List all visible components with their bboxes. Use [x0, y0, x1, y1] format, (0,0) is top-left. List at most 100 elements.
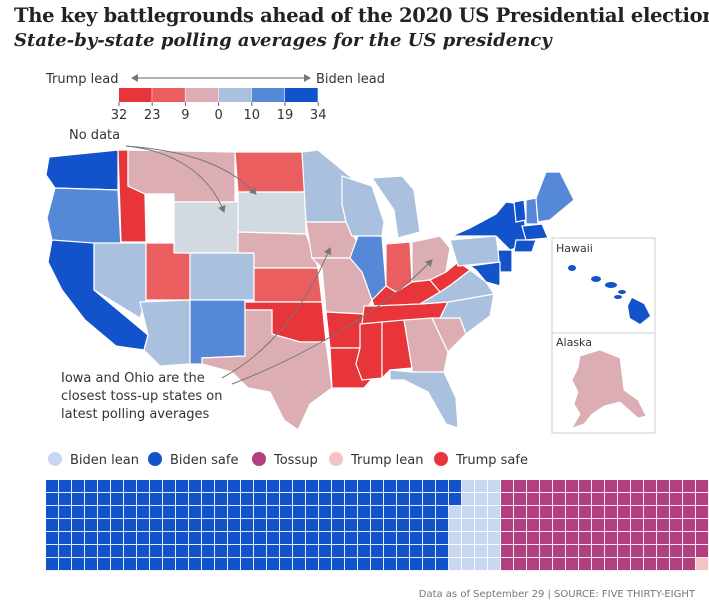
state-connecticut-ri[interactable]	[513, 239, 537, 253]
waffle-cell	[202, 545, 215, 558]
waffle-cell	[670, 545, 683, 558]
waffle-cell	[267, 519, 280, 532]
no-data-label: No data	[69, 128, 120, 143]
waffle-cell	[462, 493, 475, 506]
waffle-cell	[566, 545, 579, 558]
waffle-cell	[605, 493, 618, 506]
state-vermont[interactable]	[513, 199, 527, 223]
waffle-cell	[46, 558, 59, 571]
waffle-cell	[124, 519, 137, 532]
waffle-cell	[46, 545, 59, 558]
state-washington[interactable]	[45, 149, 119, 191]
state-michigan[interactable]	[370, 175, 421, 239]
waffle-cell	[345, 493, 358, 506]
waffle-cell	[579, 506, 592, 519]
waffle-cell	[618, 480, 631, 493]
waffle-cell	[85, 558, 98, 571]
state-hawaii[interactable]	[568, 265, 650, 324]
waffle-cell	[358, 506, 371, 519]
waffle-cell	[449, 493, 462, 506]
waffle-cell	[605, 480, 618, 493]
state-florida[interactable]	[389, 369, 459, 429]
state-south-dakota[interactable]	[237, 191, 307, 235]
waffle-cell	[358, 480, 371, 493]
waffle-cell	[514, 558, 527, 571]
waffle-cell	[410, 506, 423, 519]
waffle-cell	[540, 532, 553, 545]
waffle-cell	[163, 480, 176, 493]
state-new-mexico[interactable]	[189, 299, 246, 365]
waffle-cell	[644, 493, 657, 506]
waffle-cell	[631, 480, 644, 493]
waffle-cell	[371, 493, 384, 506]
state-montana[interactable]	[127, 149, 236, 203]
waffle-cell	[605, 519, 618, 532]
state-wyoming[interactable]	[173, 201, 239, 254]
waffle-cell	[514, 480, 527, 493]
waffle-cell	[267, 480, 280, 493]
state-alabama[interactable]	[381, 319, 413, 380]
state-arkansas[interactable]	[325, 311, 365, 349]
state-arizona[interactable]	[139, 299, 191, 367]
waffle-cell	[514, 506, 527, 519]
state-maryland-delaware[interactable]	[468, 261, 501, 287]
waffle-cell	[267, 558, 280, 571]
waffle-cell	[670, 558, 683, 571]
state-massachusetts[interactable]	[521, 223, 549, 241]
waffle-cell	[657, 519, 670, 532]
waffle-cell	[631, 532, 644, 545]
waffle-cell	[293, 519, 306, 532]
waffle-cell	[59, 532, 72, 545]
waffle-cell	[319, 506, 332, 519]
state-mississippi[interactable]	[355, 321, 383, 381]
state-north-dakota[interactable]	[234, 151, 306, 193]
waffle-cell	[397, 506, 410, 519]
waffle-cell	[150, 532, 163, 545]
scale-tick-label-0: 32	[111, 108, 128, 123]
waffle-cell	[319, 532, 332, 545]
waffle-cell	[514, 519, 527, 532]
scale-right-label: Biden lead	[316, 72, 385, 87]
state-pennsylvania[interactable]	[449, 235, 501, 267]
waffle-cell	[553, 493, 566, 506]
waffle-cell	[579, 558, 592, 571]
waffle-cell	[254, 493, 267, 506]
tossup-note-line-2: closest toss-up states on	[61, 389, 222, 404]
state-alaska[interactable]	[571, 349, 647, 429]
waffle-cell	[566, 493, 579, 506]
waffle-cell	[72, 558, 85, 571]
waffle-cell	[423, 493, 436, 506]
waffle-cell	[293, 532, 306, 545]
waffle-cell	[371, 532, 384, 545]
no-data-arrow-2	[125, 145, 257, 195]
state-maine[interactable]	[535, 171, 575, 223]
waffle-cell	[111, 532, 124, 545]
waffle-cell	[696, 532, 709, 545]
waffle-cell	[683, 519, 696, 532]
state-oregon[interactable]	[46, 187, 122, 249]
waffle-cell	[111, 558, 124, 571]
waffle-cell	[332, 532, 345, 545]
waffle-cell	[514, 532, 527, 545]
scale-swatch-4	[251, 88, 285, 102]
waffle-cell	[436, 493, 449, 506]
waffle-cell	[644, 558, 657, 571]
waffle-cell	[72, 519, 85, 532]
waffle-cell	[592, 545, 605, 558]
waffle-cell	[306, 480, 319, 493]
waffle-cell	[176, 506, 189, 519]
waffle-cell	[345, 519, 358, 532]
waffle-cell	[228, 558, 241, 571]
waffle-cell	[696, 558, 709, 571]
waffle-cell	[631, 558, 644, 571]
scale-left-label: Trump lead	[45, 72, 119, 87]
waffle-cell	[85, 519, 98, 532]
state-colorado[interactable]	[189, 252, 255, 301]
waffle-cell	[293, 480, 306, 493]
waffle-cell	[280, 519, 293, 532]
waffle-cell	[46, 480, 59, 493]
waffle-cell	[527, 532, 540, 545]
waffle-cell	[449, 519, 462, 532]
legend-swatch-1	[148, 452, 162, 466]
waffle-cell	[566, 532, 579, 545]
